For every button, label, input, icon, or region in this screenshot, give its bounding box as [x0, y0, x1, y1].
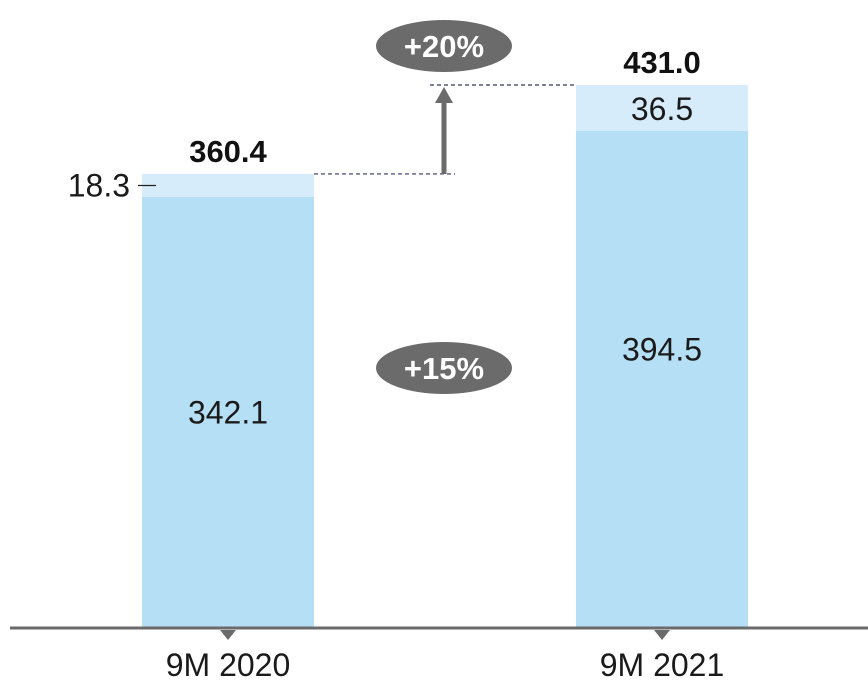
labels-group: 342.1 18.3 360.4 9M 2020 394.5 36.5 431.0 9M 20… [68, 45, 725, 683]
total-label-1: 431.0 [623, 45, 701, 80]
growth-arrow-head [435, 87, 453, 103]
bar-base-1 [576, 130, 748, 628]
badge-base-growth-bubble [376, 342, 512, 394]
axis-tick-1 [654, 630, 670, 640]
connectors-group [314, 84, 576, 175]
segment-label-base-1: 394.5 [622, 331, 702, 367]
segment-label-top-0: 18.3 [68, 167, 130, 203]
total-label-0: 360.4 [189, 134, 267, 169]
badges-group: +20% +15% [376, 20, 512, 394]
axis-tick-0 [220, 630, 236, 640]
bar-base-0 [142, 197, 314, 628]
badge-total-growth-text: +20% [404, 29, 484, 64]
bars-group [142, 85, 748, 628]
badge-base-growth-text: +15% [404, 351, 484, 386]
badge-total-growth-bubble [376, 20, 512, 72]
category-label-0: 9M 2020 [166, 647, 291, 683]
bar-top-1 [576, 85, 748, 131]
segment-label-top-1: 36.5 [631, 91, 693, 127]
category-label-1: 9M 2021 [600, 647, 725, 683]
segment-label-base-0: 342.1 [188, 395, 268, 431]
bar-top-0 [142, 173, 314, 198]
